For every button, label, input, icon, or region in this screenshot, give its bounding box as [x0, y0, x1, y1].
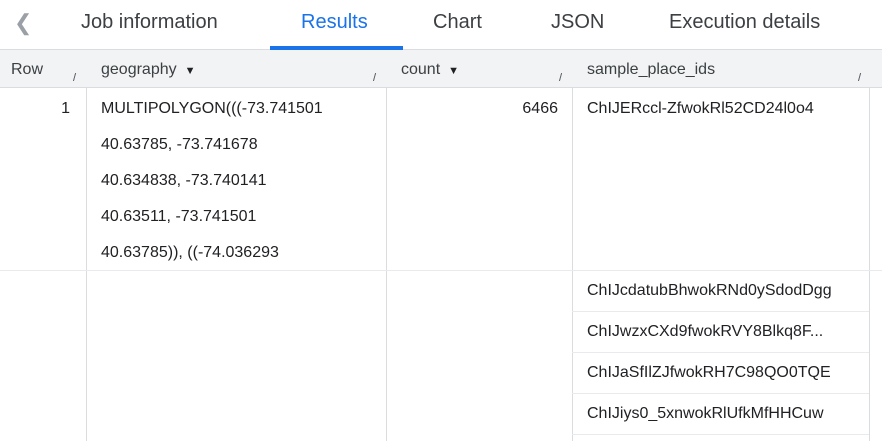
sample-place-id-cell: ChIJwzxCXd9fwokRVY8Blkq8F... — [587, 323, 824, 340]
tab-execution-details[interactable]: Execution details — [669, 11, 821, 33]
geography-line: 40.63785)), ((-74.036293 — [101, 244, 279, 261]
sample-place-id-cell: ChIJaSfIlZJfwokRH7C98QO0TQE — [587, 364, 831, 381]
sample-place-id-cell: ChIJERccl-ZfwokRl52CD24l0o4 — [587, 100, 814, 117]
column-divider — [572, 88, 573, 441]
tab-job-information[interactable]: Job information — [81, 11, 218, 33]
tab-bar: ❮ Job information Results Chart JSON Exe… — [0, 0, 882, 50]
row-number: 1 — [61, 100, 70, 117]
geography-line: MULTIPOLYGON(((-73.741501 — [101, 100, 323, 117]
caret-down-icon[interactable]: ▼ — [448, 65, 460, 77]
sample-place-id-cell: ChIJiys0_5xnwokRlUfkMfHHCuw — [587, 405, 824, 422]
geography-line: 40.63511, -73.741501 — [101, 208, 257, 225]
count-cell: 6466 — [522, 100, 558, 117]
row-divider — [0, 270, 882, 271]
tab-chart[interactable]: Chart — [433, 11, 482, 33]
table-header: Row // geography ▼ // count ▼ // sample_pl… — [0, 50, 882, 88]
active-tab-indicator — [270, 46, 403, 50]
column-divider — [386, 88, 387, 441]
row-divider — [572, 311, 869, 312]
column-divider — [869, 88, 870, 441]
tab-results[interactable]: Results — [301, 11, 368, 33]
column-header-count[interactable]: count ▼ — [401, 61, 459, 79]
column-header-row: Row — [11, 61, 44, 78]
geography-cell: MULTIPOLYGON(((-73.741501 40.63785, -73.… — [101, 91, 323, 271]
column-label: count — [401, 61, 441, 78]
chevron-left-icon[interactable]: ❮ — [14, 10, 33, 35]
row-divider — [572, 393, 869, 394]
geography-line: 40.63785, -73.741678 — [101, 136, 258, 153]
column-divider — [86, 88, 87, 441]
row-divider — [572, 434, 869, 435]
column-header-sample-place-ids: sample_place_ids — [587, 61, 716, 78]
sample-place-id-cell: ChIJcdatubBhwokRNd0ySdodDgg — [587, 282, 832, 299]
column-label: geography — [101, 61, 177, 78]
caret-down-icon[interactable]: ▼ — [184, 65, 196, 77]
row-divider — [572, 352, 869, 353]
geography-line: 40.634838, -73.740141 — [101, 172, 267, 189]
column-header-geography[interactable]: geography ▼ — [101, 61, 196, 79]
tab-json[interactable]: JSON — [551, 11, 605, 33]
